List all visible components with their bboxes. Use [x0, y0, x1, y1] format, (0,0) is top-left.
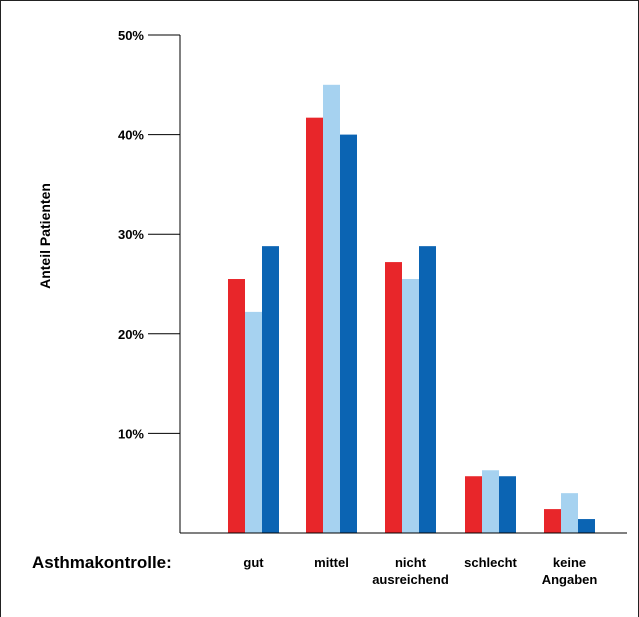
bar-series1-1 [228, 279, 245, 533]
x-category-label: gut [243, 555, 264, 570]
x-category-label: mittel [314, 555, 349, 570]
y-tick-label: 40% [118, 128, 144, 143]
x-category-label: schlecht [464, 555, 517, 570]
bar-series1-5 [544, 509, 561, 533]
bar-series1-3 [385, 262, 402, 533]
x-category-label: keine Angaben [542, 555, 598, 587]
bar-series2-5 [561, 493, 578, 533]
bar-series3-3 [419, 246, 436, 534]
y-tick-label: 50% [118, 28, 144, 43]
bar-series3-1 [262, 246, 279, 534]
bar-series3-4 [499, 476, 516, 533]
bar-series2-2 [323, 84, 340, 534]
bar-series3-2 [340, 134, 357, 533]
y-axis: 10% 20% 30% 40% 50% [118, 28, 181, 533]
y-tick-label: 20% [118, 327, 144, 342]
bar-series2-3 [402, 279, 419, 533]
x-axis: gut mittel nicht ausreichend schlecht keine An… [180, 532, 627, 587]
bar-series1-4 [465, 476, 482, 533]
y-axis-label: Anteil Patienten [37, 183, 53, 289]
bar-series1-2 [306, 117, 323, 533]
x-category-label: nicht ausreichend [372, 555, 449, 587]
x-axis-prefix-label: Asthmakontrolle: [32, 553, 172, 572]
bar-series3-5 [578, 519, 595, 533]
bar-series2-1 [245, 311, 262, 533]
bar-series2-4 [482, 470, 499, 533]
bars [228, 84, 595, 534]
y-tick-label: 10% [118, 426, 144, 441]
y-tick-label: 30% [118, 227, 144, 242]
